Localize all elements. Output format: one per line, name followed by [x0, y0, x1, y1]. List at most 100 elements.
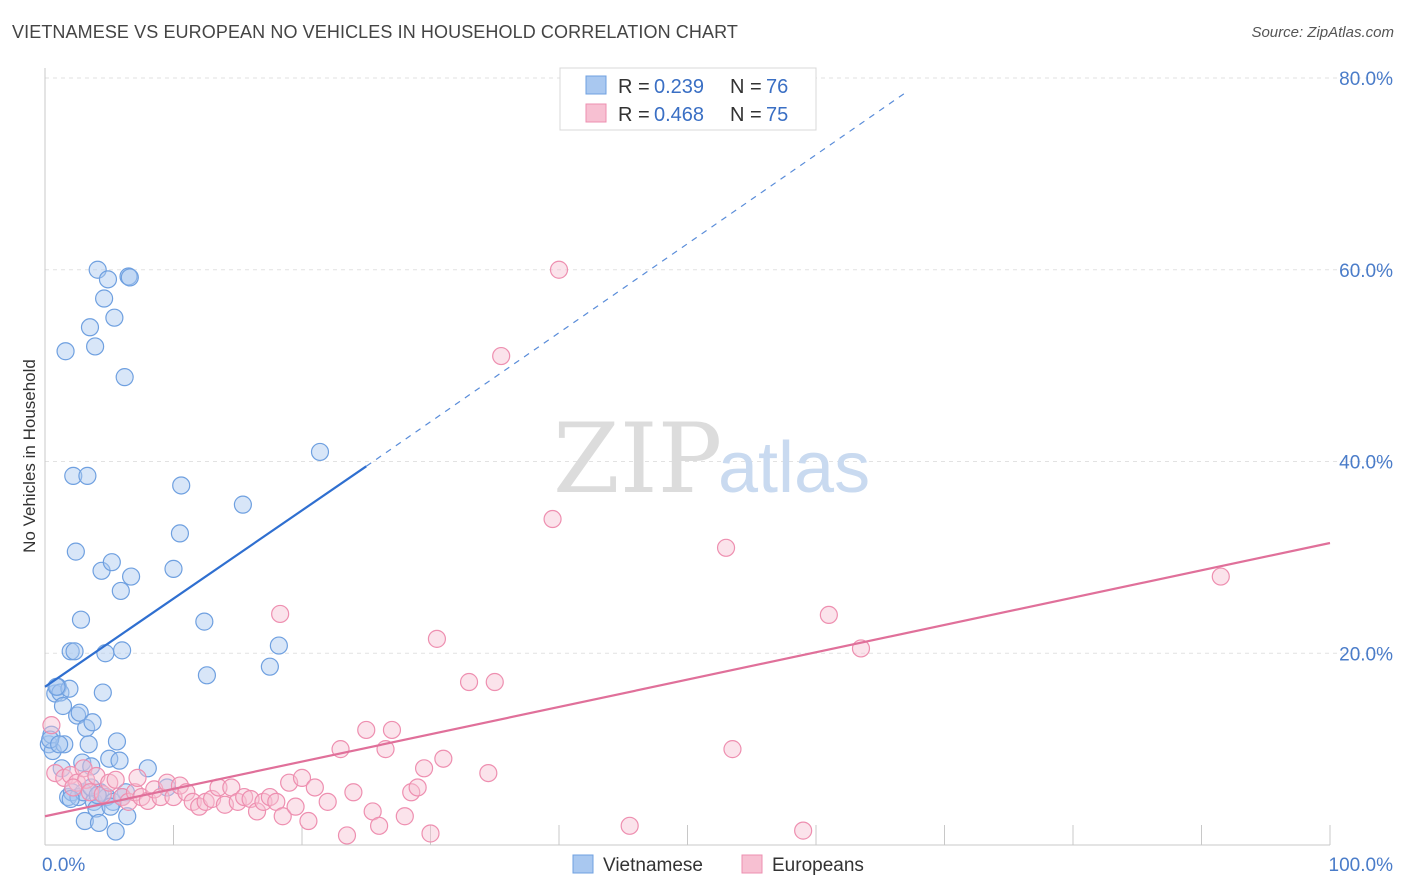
data-point [269, 636, 288, 655]
data-point [370, 816, 389, 835]
grid-lines [45, 77, 1392, 654]
data-point [427, 629, 447, 648]
data-point [46, 763, 65, 783]
data-point [61, 789, 80, 809]
data-point [95, 289, 114, 308]
data-point [549, 260, 569, 279]
data-point [128, 768, 147, 787]
data-point [61, 642, 80, 661]
bottom-legend-label-vietnamese: Vietnamese [603, 855, 703, 876]
data-point [83, 713, 102, 732]
bottom-legend-swatch-europeans [741, 854, 763, 874]
legend-n-europeans: 75 [766, 104, 788, 126]
data-point [47, 677, 66, 696]
legend-n-label-vietnamese: N = [730, 76, 762, 98]
data-point [819, 605, 838, 625]
trend-lines [44, 91, 1331, 818]
data-point [112, 641, 132, 660]
data-point [64, 466, 83, 485]
trend-line-europeans [44, 541, 1331, 818]
data-point [233, 495, 252, 514]
data-point [110, 751, 129, 770]
data-point [79, 735, 98, 754]
data-point [485, 672, 504, 692]
data-point [119, 267, 138, 286]
axes [44, 68, 1331, 846]
legend-r-label-europeans: R = [618, 104, 650, 126]
data-point [106, 822, 125, 841]
data-point [273, 807, 292, 826]
data-point [172, 476, 191, 495]
data-point [414, 759, 434, 778]
legend-r-vietnamese: 0.239 [654, 76, 704, 98]
data-point [121, 567, 141, 586]
series-europeans [42, 260, 1230, 845]
data-point [93, 785, 112, 804]
y-axis-label: No Vehicles in Household [20, 359, 39, 553]
data-point [96, 644, 115, 663]
data-point [434, 749, 453, 768]
data-point [357, 720, 376, 740]
data-point [78, 466, 97, 485]
data-point [55, 735, 74, 754]
data-point [64, 778, 83, 797]
legend-r-europeans: 0.468 [654, 104, 704, 126]
data-point [80, 318, 100, 337]
data-point [70, 703, 89, 722]
data-point [459, 672, 479, 692]
data-point [299, 811, 318, 831]
y-tick-label: 20.0% [1339, 644, 1393, 665]
data-point [115, 368, 134, 387]
data-point [421, 824, 440, 843]
legend-n-vietnamese: 76 [766, 76, 788, 98]
data-point [195, 612, 214, 631]
data-point [71, 610, 91, 629]
data-point [344, 783, 363, 802]
data-point [271, 604, 290, 624]
y-tick-label: 40.0% [1339, 453, 1393, 474]
data-point [292, 768, 312, 787]
data-point [620, 816, 639, 835]
watermark-atlas: atlas [718, 428, 870, 508]
legend-swatch-vietnamese [585, 75, 607, 95]
data-point [42, 716, 61, 735]
data-point [318, 792, 337, 811]
data-point [120, 268, 139, 287]
data-point [73, 753, 92, 772]
data-point [794, 821, 813, 840]
data-point [93, 683, 112, 702]
data-point [235, 787, 254, 807]
data-point [41, 730, 60, 749]
data-point [89, 813, 109, 833]
data-point [164, 559, 183, 578]
data-point [86, 337, 105, 356]
data-point [310, 442, 330, 462]
data-point [492, 346, 511, 366]
legend-n-label-europeans: N = [730, 104, 762, 126]
x-tick-label: 100.0% [1329, 855, 1394, 876]
data-point [75, 811, 94, 831]
data-point [170, 524, 190, 543]
data-point [337, 826, 357, 845]
data-point [716, 538, 736, 557]
data-point [68, 706, 87, 725]
legend-r-label-vietnamese: R = [618, 76, 650, 98]
series-vietnamese [39, 260, 330, 841]
x-tick-label: 0.0% [42, 855, 85, 876]
trend-extension-vietnamese [365, 91, 907, 467]
y-tick-label: 80.0% [1339, 69, 1393, 90]
data-point [50, 735, 69, 754]
bottom-legend: Vietnamese Europeans [572, 854, 864, 876]
data-point [197, 666, 217, 685]
data-point [395, 807, 414, 826]
data-point [382, 720, 402, 740]
data-point [43, 741, 62, 761]
data-point [543, 509, 562, 529]
data-point [305, 778, 324, 797]
data-point [723, 740, 742, 759]
data-point [53, 696, 73, 716]
data-point [286, 797, 305, 816]
trend-line-vietnamese [44, 465, 367, 688]
data-point [118, 807, 137, 826]
data-point [65, 642, 84, 661]
